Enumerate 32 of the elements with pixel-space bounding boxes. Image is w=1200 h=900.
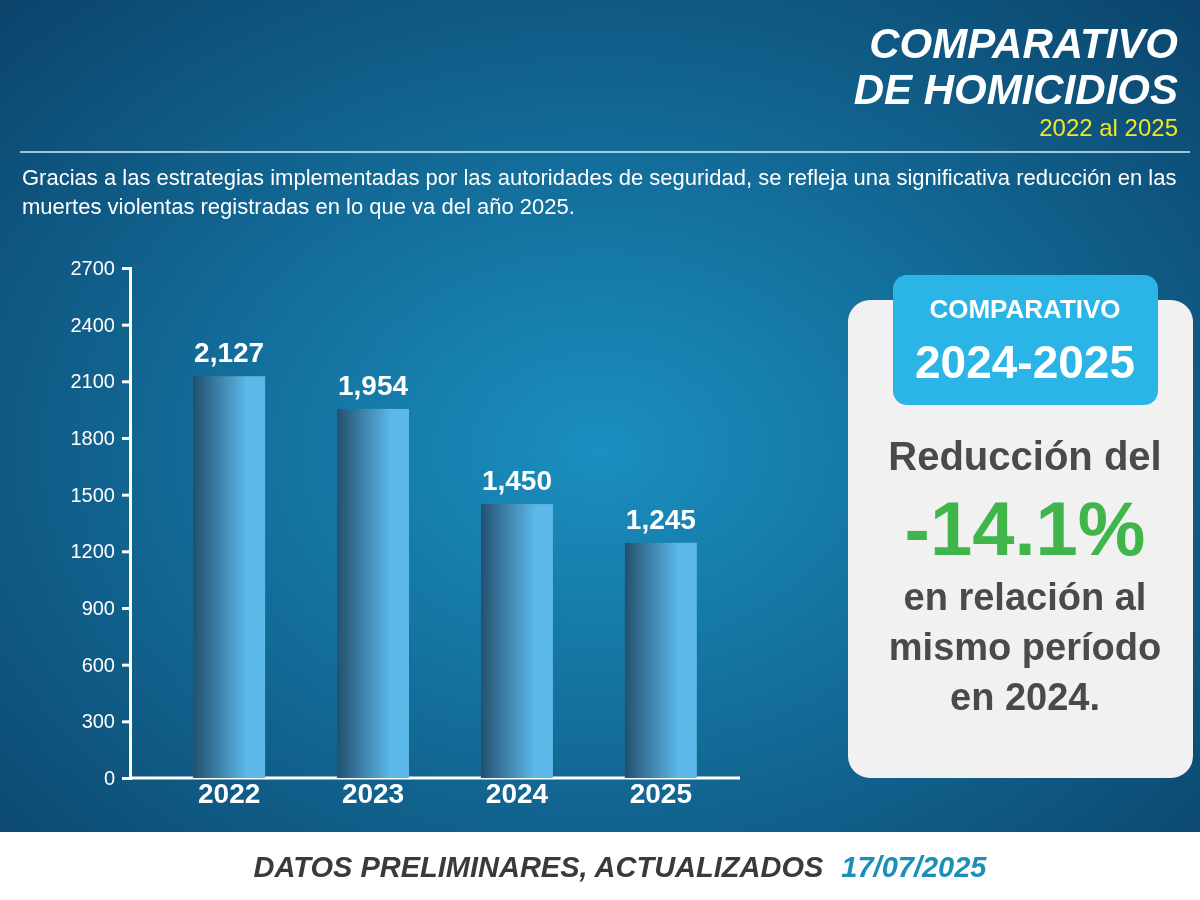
data-label: 1,245: [625, 503, 696, 535]
bar: [337, 408, 410, 778]
x-tick-label: 2022: [198, 778, 261, 809]
y-tick-label: 2400: [70, 313, 115, 336]
y-tick-label: 900: [81, 596, 115, 619]
text: COMPARATIVO: [929, 294, 1121, 324]
text: Gracias a las estrategias implementadas por las autoridades de seguridad, se refleja una significativa reducción en las muertes violentas registradas en lo que va del año 2025.: [22, 165, 1177, 219]
x-tick-label: 2023: [341, 778, 405, 809]
y-tick-label: 2700: [70, 256, 115, 279]
data-label: 1,954: [338, 369, 409, 401]
y-tick-label: 1200: [70, 540, 115, 563]
text: 17/07/2025: [841, 851, 988, 883]
text: en relación al mismo período en 2024.: [888, 576, 1162, 718]
data-label: 1,450: [481, 465, 552, 497]
y-tick-label: 600: [81, 653, 115, 676]
text: 2024-2025: [915, 336, 1135, 388]
text: DATOS PRELIMINARES, ACTUALIZADOS: [253, 851, 824, 883]
y-tick-label: 1500: [70, 483, 115, 506]
bar: [193, 376, 266, 778]
data-label: 2,127: [194, 337, 265, 369]
text: Reducción del: [888, 434, 1162, 478]
x-tick-label: 2025: [629, 778, 692, 809]
y-tick-label: 1800: [70, 426, 115, 449]
y-tick-label: 2100: [70, 370, 115, 393]
text: COMPARATIVO DE HOMICIDIOS: [853, 20, 1178, 113]
x-tick-label: 2024: [485, 778, 549, 809]
y-tick-label: 300: [81, 710, 115, 733]
bar: [480, 504, 553, 778]
bar: [624, 542, 697, 778]
text: -14.1%: [904, 486, 1146, 571]
text: 2022 al 2025: [1039, 114, 1178, 141]
y-tick-label: 0: [103, 766, 115, 789]
